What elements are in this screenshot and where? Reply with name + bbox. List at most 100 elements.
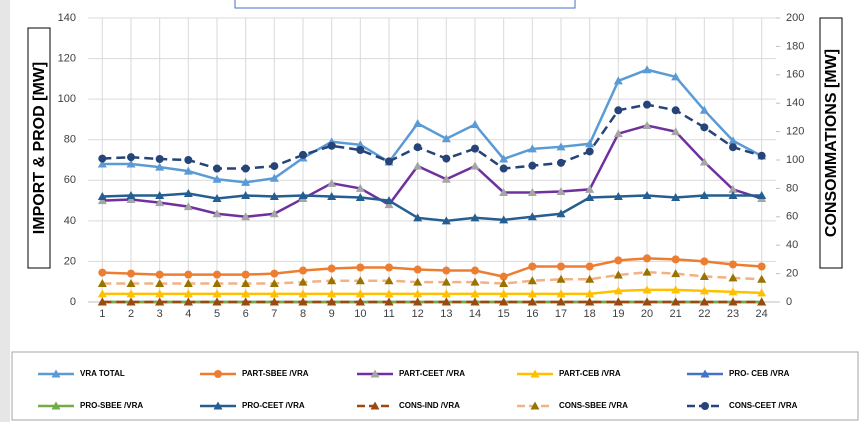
series-line (102, 103, 763, 170)
x-tick-label: 22 (698, 308, 710, 320)
point (269, 209, 279, 218)
point (327, 264, 336, 273)
point (728, 136, 738, 145)
point (413, 143, 422, 152)
x-tick-label: 5 (214, 308, 220, 320)
point (155, 191, 165, 199)
point (613, 270, 623, 279)
point (51, 401, 61, 410)
y-tick-label: 60 (64, 174, 76, 186)
point (527, 187, 537, 196)
y-tick-label: 100 (58, 93, 76, 105)
y2-tick-label: 80 (786, 182, 798, 194)
point (642, 65, 652, 74)
point (528, 262, 537, 271)
point (155, 198, 165, 207)
y-tick-label: 40 (64, 215, 76, 227)
point (183, 297, 193, 306)
point (614, 256, 623, 265)
point (183, 289, 193, 298)
point (370, 401, 380, 410)
point (385, 157, 393, 166)
point (530, 401, 540, 410)
legend-label: PRO-CEET /VRA (242, 401, 305, 410)
point (155, 162, 165, 171)
point (384, 297, 394, 306)
point (355, 289, 365, 298)
point (413, 118, 423, 127)
x-tick-label: 2 (128, 308, 134, 320)
point (126, 279, 136, 288)
point (270, 269, 279, 278)
point (470, 297, 480, 306)
point (184, 156, 193, 164)
point (671, 297, 681, 306)
point (98, 154, 107, 163)
point (213, 164, 221, 173)
y-tick-label: 80 (64, 134, 76, 146)
point (728, 273, 738, 282)
point (499, 187, 509, 196)
point (671, 255, 680, 264)
point (212, 209, 222, 218)
point (269, 192, 279, 201)
x-tick-label: 18 (584, 308, 596, 320)
point (356, 263, 365, 272)
x-tick-label: 13 (440, 308, 452, 320)
x-tick-label: 9 (329, 308, 335, 320)
point (327, 289, 337, 298)
point (370, 369, 380, 378)
point (642, 285, 652, 294)
y2-tick-label: 120 (786, 126, 804, 138)
point (642, 267, 652, 276)
point (327, 297, 337, 306)
point (613, 129, 623, 138)
point (155, 289, 165, 298)
point (700, 369, 710, 378)
point (183, 188, 193, 197)
point (384, 196, 394, 205)
legend-box (11, 351, 859, 421)
legend-label: PRO- CEB /VRA (729, 369, 790, 378)
y-tick-label: 20 (64, 255, 76, 267)
x-tick-label: 24 (756, 308, 768, 320)
point (126, 195, 136, 204)
point (126, 289, 136, 298)
point (499, 154, 509, 163)
y2-axis-title: CONSOMMATIONS [MW] (823, 49, 840, 237)
point (585, 297, 595, 306)
point (671, 269, 681, 278)
point (384, 276, 394, 285)
x-tick-label: 8 (300, 308, 306, 320)
point (585, 274, 595, 283)
point (556, 289, 566, 298)
point (355, 193, 365, 202)
point (527, 212, 537, 221)
point (184, 270, 193, 279)
series-line (102, 257, 762, 278)
point (728, 184, 738, 193)
y2-title-box (819, 17, 843, 269)
point (729, 143, 737, 152)
point (298, 297, 308, 306)
point (585, 262, 594, 271)
point (97, 289, 107, 298)
point (470, 213, 480, 222)
point (299, 150, 307, 159)
y2-tick-label: 20 (786, 268, 798, 280)
point (126, 191, 136, 199)
point (442, 154, 451, 163)
point (441, 297, 451, 306)
point (212, 174, 222, 183)
legend-label: CONS-CEET /VRA (729, 401, 798, 410)
point (155, 270, 164, 279)
point (642, 297, 652, 306)
point (643, 100, 651, 109)
x-tick-label: 16 (526, 308, 538, 320)
point (528, 161, 537, 170)
x-tick-label: 17 (555, 308, 567, 320)
x-tick-label: 10 (354, 308, 366, 320)
point (241, 297, 251, 306)
point (671, 106, 680, 115)
